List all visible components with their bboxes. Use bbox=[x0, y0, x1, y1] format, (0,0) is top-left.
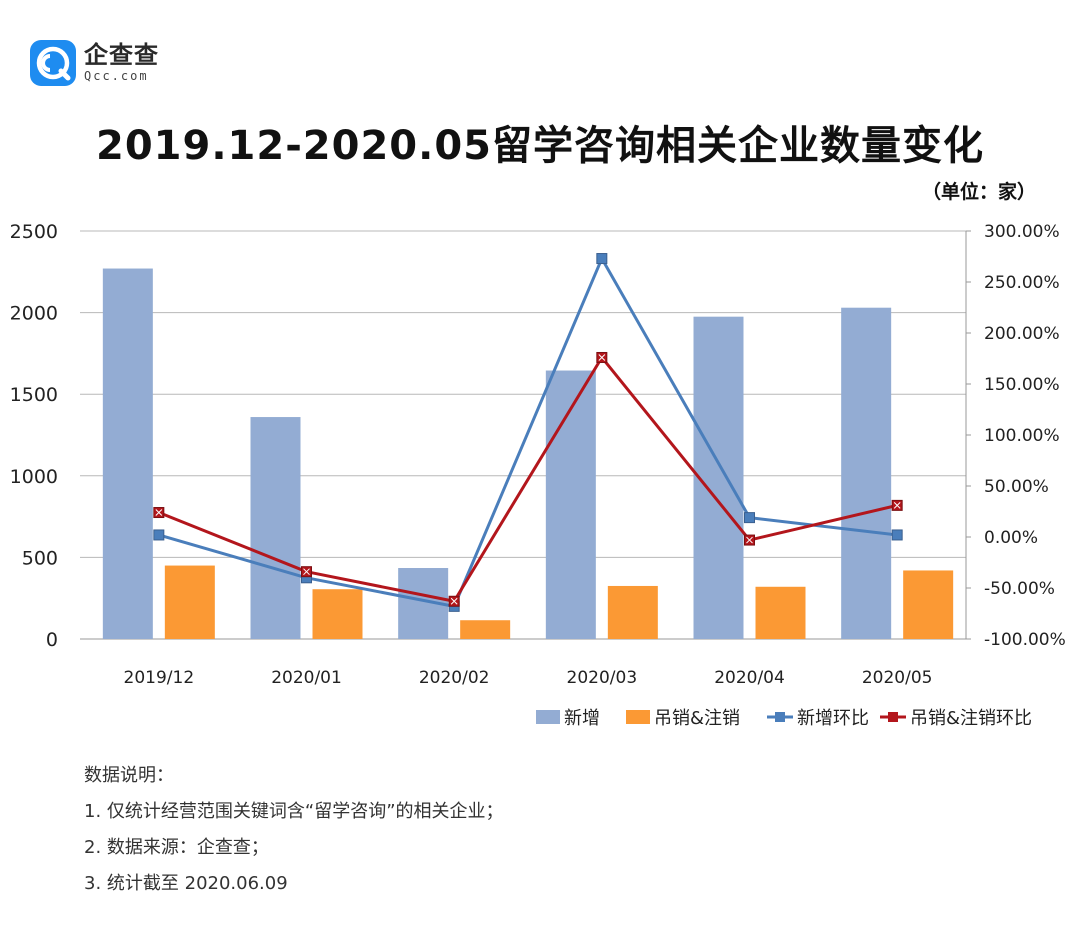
x-tick-label: 2020/04 bbox=[714, 668, 785, 688]
legend-label: 新增环比 bbox=[797, 708, 869, 729]
y-right-tick-label: -100.00% bbox=[984, 630, 1066, 650]
legend-marker bbox=[775, 712, 785, 722]
x-tick-label: 2020/03 bbox=[567, 668, 638, 688]
y-right-tick-label: 200.00% bbox=[984, 324, 1060, 344]
line-point-cross bbox=[746, 536, 753, 544]
legend-marker bbox=[888, 712, 898, 722]
x-tick-label: 2020/01 bbox=[271, 668, 342, 688]
legend-swatch bbox=[536, 710, 560, 724]
legend-label: 吊销&注销 bbox=[654, 708, 740, 729]
bar-new bbox=[841, 307, 892, 639]
bar-revoked bbox=[903, 570, 954, 639]
bar-revoked bbox=[607, 585, 658, 639]
line-point-cross bbox=[598, 354, 606, 361]
y-right-tick-label: -50.00% bbox=[984, 579, 1055, 599]
chart-title: 2019.12-2020.05留学咨询相关企业数量变化 bbox=[96, 123, 984, 169]
line-point-cross bbox=[450, 597, 458, 605]
brand-name: 企查查 bbox=[84, 41, 159, 69]
combo-chart: 0 500 1000 1500 2000 2500 -100.00% -50.00% 0.00%… bbox=[10, 221, 1066, 729]
unit-label: （单位：家） bbox=[921, 181, 1036, 203]
y-right-tick-label: 150.00% bbox=[984, 375, 1060, 395]
legend-label: 新增 bbox=[564, 708, 600, 729]
bar-new bbox=[102, 268, 153, 639]
bar-revoked bbox=[755, 586, 806, 639]
line-series-new-ratio bbox=[158, 257, 898, 608]
notes-item: 3. 统计截至 2020.06.09 bbox=[84, 873, 288, 894]
line-point-cross bbox=[303, 568, 310, 576]
y-right-tick-label: 0.00% bbox=[984, 528, 1038, 548]
y-right-tick-label: 250.00% bbox=[984, 273, 1060, 293]
line-point bbox=[891, 529, 903, 541]
data-notes: 数据说明： 1. 仅统计经营范围关键词含“留学咨询”的相关企业； 2. 数据来源… bbox=[84, 758, 504, 902]
bar-revoked bbox=[164, 565, 215, 639]
notes-item: 1. 仅统计经营范围关键词含“留学咨询”的相关企业； bbox=[84, 801, 504, 822]
bar-revoked bbox=[460, 620, 511, 639]
y-left-tick-label: 2000 bbox=[10, 303, 58, 325]
notes-heading: 数据说明： bbox=[84, 765, 174, 786]
bar-new bbox=[545, 370, 596, 639]
bar-new bbox=[250, 417, 301, 639]
x-tick-label: 2020/02 bbox=[419, 668, 490, 688]
legend-swatch bbox=[626, 710, 650, 724]
x-tick-label: 2019/12 bbox=[124, 668, 195, 688]
y-left-tick-label: 1000 bbox=[10, 466, 58, 488]
y-left-tick-label: 1500 bbox=[10, 384, 58, 406]
y-right-tick-label: 300.00% bbox=[984, 222, 1060, 242]
bar-revoked bbox=[312, 589, 363, 639]
line-point bbox=[596, 253, 608, 265]
brand-domain: Qcc.com bbox=[84, 69, 149, 83]
y-left-tick-label: 2500 bbox=[10, 221, 58, 243]
x-tick-label: 2020/05 bbox=[862, 668, 933, 688]
legend-label: 吊销&注销环比 bbox=[910, 708, 1032, 729]
qcc-logo-icon bbox=[30, 40, 76, 86]
bar-new bbox=[693, 316, 744, 639]
line-series-revoked-ratio bbox=[158, 355, 898, 603]
notes-item: 2. 数据来源：企查查； bbox=[84, 837, 269, 858]
y-left-tick-label: 0 bbox=[46, 629, 58, 651]
line-point-cross bbox=[155, 509, 163, 516]
y-left-tick-label: 500 bbox=[22, 547, 58, 569]
line-point-cross bbox=[893, 502, 901, 509]
line-point bbox=[744, 512, 755, 524]
line-point bbox=[153, 529, 165, 541]
y-right-tick-label: 100.00% bbox=[984, 426, 1060, 446]
brand-logo: 企查查 Qcc.com bbox=[30, 40, 159, 86]
y-right-tick-label: 50.00% bbox=[984, 477, 1049, 497]
